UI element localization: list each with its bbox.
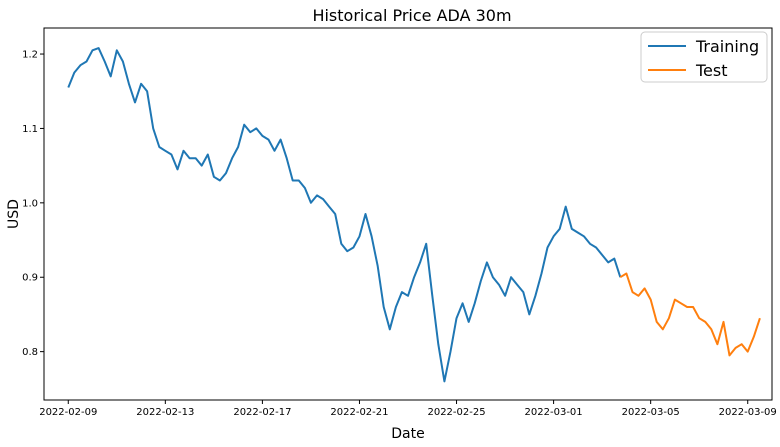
x-tick-label: 2022-03-09 (719, 407, 777, 418)
axes-frame (43, 27, 773, 401)
y-tick-label: 1.1 (22, 124, 38, 135)
y-axis-label: USD (6, 199, 22, 229)
x-tick-label: 2022-02-09 (39, 407, 97, 418)
series-line-training (67, 47, 622, 383)
plot-area (67, 47, 761, 383)
x-axis: 2022-02-09 2022-02-13 2022-02-17 2022-02-21… (39, 400, 777, 418)
chart-title: Historical Price ADA 30m (312, 6, 511, 25)
y-tick-label: 0.9 (22, 273, 38, 284)
y-axis: 0.8 0.9 1.0 1.1 1.2 (22, 50, 44, 358)
x-tick-label: 2022-03-01 (525, 407, 583, 418)
x-tick-label: 2022-02-21 (330, 407, 388, 418)
x-tick-label: 2022-03-05 (622, 407, 680, 418)
x-tick-label: 2022-02-25 (427, 407, 485, 418)
y-tick-label: 0.8 (22, 347, 38, 358)
legend-label-training: Training (695, 37, 759, 56)
x-tick-label: 2022-02-13 (136, 407, 194, 418)
y-tick-label: 1.0 (22, 198, 38, 209)
legend: Training Test (640, 31, 768, 83)
y-tick-label: 1.2 (22, 50, 38, 61)
series-line-test (619, 272, 761, 357)
x-axis-label: Date (391, 426, 424, 442)
x-tick-label: 2022-02-17 (233, 407, 291, 418)
legend-label-test: Test (695, 61, 728, 80)
